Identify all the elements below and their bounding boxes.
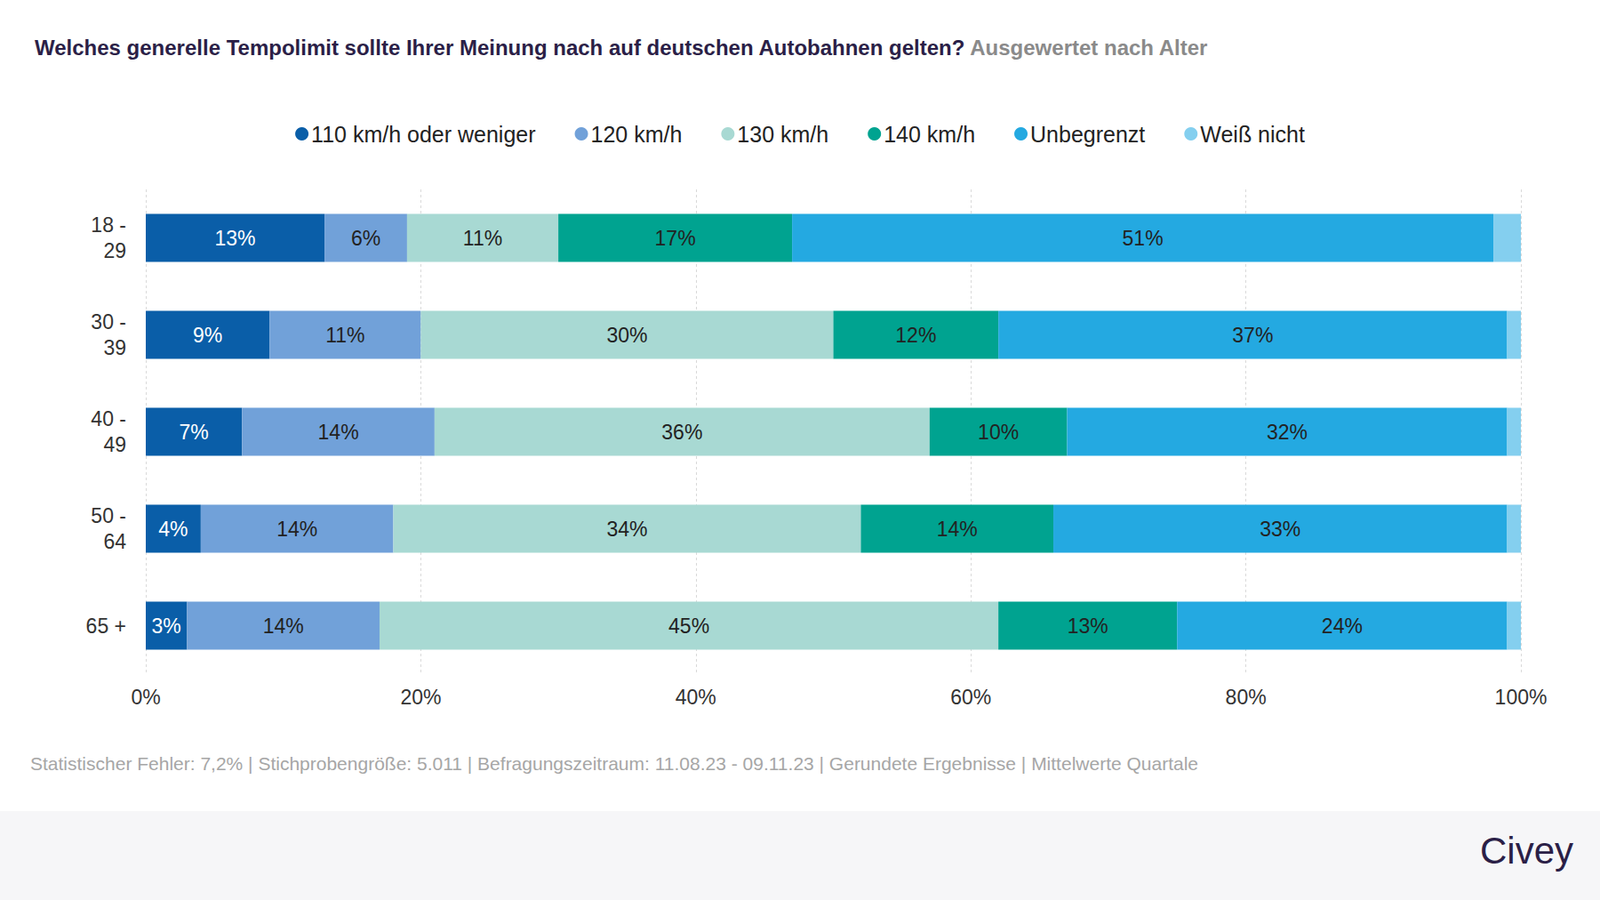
svg-text:12%: 12% bbox=[895, 323, 936, 347]
svg-text:32%: 32% bbox=[1266, 420, 1308, 444]
svg-text:Ausgewertet nach Alter: Ausgewertet nach Alter bbox=[969, 35, 1208, 60]
svg-text:14%: 14% bbox=[318, 420, 360, 444]
svg-text:13%: 13% bbox=[1067, 614, 1109, 638]
svg-text:3%: 3% bbox=[152, 614, 182, 638]
svg-text:18 -: 18 - bbox=[90, 213, 127, 237]
svg-text:4%: 4% bbox=[158, 517, 188, 541]
svg-text:17%: 17% bbox=[655, 226, 696, 250]
svg-text:30%: 30% bbox=[606, 323, 648, 347]
svg-text:33%: 33% bbox=[1259, 517, 1301, 541]
svg-text:0%: 0% bbox=[130, 685, 160, 709]
svg-text:Unbegrenzt: Unbegrenzt bbox=[1030, 121, 1145, 147]
svg-text:64: 64 bbox=[103, 529, 127, 553]
svg-text:30 -: 30 - bbox=[90, 310, 127, 334]
svg-text:100%: 100% bbox=[1495, 685, 1548, 709]
svg-text:120 km/h: 120 km/h bbox=[591, 121, 683, 147]
svg-text:39: 39 bbox=[103, 336, 127, 360]
svg-text:9%: 9% bbox=[192, 323, 223, 347]
svg-text:50 -: 50 - bbox=[90, 504, 127, 528]
svg-text:Welches generelle Tempolimit s: Welches generelle Tempolimit sollte Ihre… bbox=[34, 35, 965, 60]
svg-text:20%: 20% bbox=[400, 685, 441, 709]
svg-text:6%: 6% bbox=[351, 226, 381, 250]
svg-text:Weiß nicht: Weiß nicht bbox=[1200, 121, 1305, 147]
svg-text:11%: 11% bbox=[463, 226, 503, 250]
svg-text:13%: 13% bbox=[215, 226, 256, 250]
svg-text:65 +: 65 + bbox=[86, 614, 127, 638]
svg-text:40%: 40% bbox=[675, 685, 717, 709]
svg-text:34%: 34% bbox=[606, 517, 648, 541]
svg-text:130 km/h: 130 km/h bbox=[736, 121, 829, 147]
svg-text:14%: 14% bbox=[263, 614, 304, 638]
svg-text:Statistischer Fehler: 7,2% | S: Statistischer Fehler: 7,2% | Stichproben… bbox=[30, 752, 1199, 774]
svg-text:14%: 14% bbox=[276, 517, 318, 541]
svg-text:110 km/h oder weniger: 110 km/h oder weniger bbox=[311, 121, 536, 147]
svg-text:Civey: Civey bbox=[1480, 829, 1574, 872]
svg-text:14%: 14% bbox=[936, 517, 978, 541]
svg-text:49: 49 bbox=[103, 432, 127, 456]
svg-text:80%: 80% bbox=[1225, 685, 1267, 709]
svg-text:11%: 11% bbox=[325, 323, 365, 347]
svg-text:29: 29 bbox=[103, 239, 127, 263]
svg-text:36%: 36% bbox=[661, 420, 703, 444]
svg-text:24%: 24% bbox=[1321, 614, 1363, 638]
svg-text:40 -: 40 - bbox=[90, 407, 127, 431]
svg-text:51%: 51% bbox=[1122, 226, 1164, 250]
svg-text:7%: 7% bbox=[179, 420, 209, 444]
svg-text:37%: 37% bbox=[1232, 323, 1273, 347]
svg-text:140 km/h: 140 km/h bbox=[883, 121, 976, 147]
svg-text:45%: 45% bbox=[668, 614, 710, 638]
svg-text:60%: 60% bbox=[950, 685, 992, 709]
svg-text:10%: 10% bbox=[977, 420, 1019, 444]
